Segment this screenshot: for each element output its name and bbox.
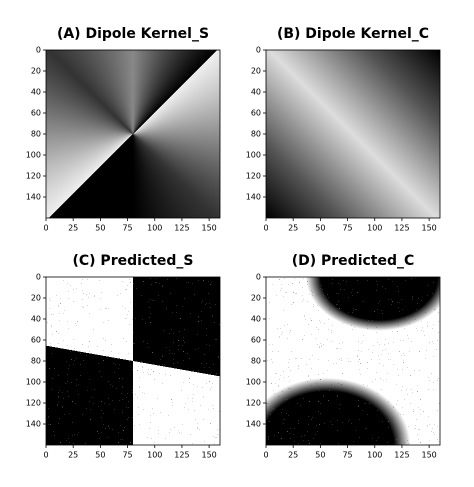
- frame: [45, 276, 221, 446]
- x-tick-label: 25: [288, 224, 298, 233]
- panel-title: (C) Predicted_S: [72, 253, 193, 269]
- y-tick-label: 60: [251, 336, 261, 345]
- y-tick-label: 140: [246, 420, 261, 429]
- x-tick-label: 75: [342, 451, 352, 460]
- x-tick-label: 125: [174, 224, 189, 233]
- panel-title: (A) Dipole Kernel_S: [57, 26, 209, 42]
- y-tick-label: 0: [36, 273, 41, 282]
- predicted-image: [266, 277, 440, 445]
- y-tick-label: 80: [31, 130, 41, 139]
- x-tick-label: 0: [263, 224, 268, 233]
- y-tick-label: 20: [251, 67, 261, 76]
- y-tick-label: 60: [251, 109, 261, 118]
- y-tick-label: 120: [26, 172, 41, 181]
- y-tick-label: 140: [26, 193, 41, 202]
- x-tick-label: 50: [315, 451, 325, 460]
- y-tick-label: 40: [251, 88, 261, 97]
- y-tick-label: 40: [251, 315, 261, 324]
- y-tick-label: 100: [26, 151, 41, 160]
- kernel-image: [46, 50, 220, 218]
- y-tick-label: 80: [31, 357, 41, 366]
- frame: [265, 276, 441, 446]
- x-tick-label: 100: [367, 451, 382, 460]
- y-tick-label: 80: [251, 130, 261, 139]
- x-tick-label: 25: [288, 451, 298, 460]
- x-tick-label: 0: [263, 451, 268, 460]
- x-tick-label: 75: [122, 224, 132, 233]
- y-tick-label: 40: [31, 88, 41, 97]
- y-tick-label: 60: [31, 336, 41, 345]
- panel-title: (D) Predicted_C: [292, 253, 415, 269]
- speckle: [266, 277, 440, 445]
- x-tick-label: 0: [43, 224, 48, 233]
- x-tick-label: 150: [201, 224, 216, 233]
- panel-title: (B) Dipole Kernel_C: [277, 26, 429, 42]
- x-tick-label: 25: [68, 451, 78, 460]
- y-tick-label: 0: [36, 46, 41, 55]
- x-tick-label: 125: [174, 451, 189, 460]
- y-tick-label: 140: [246, 193, 261, 202]
- y-tick-label: 0: [256, 46, 261, 55]
- y-tick-label: 120: [246, 172, 261, 181]
- x-tick-label: 25: [68, 224, 78, 233]
- predicted-image: [46, 277, 220, 445]
- y-tick-label: 60: [31, 109, 41, 118]
- y-tick-label: 120: [26, 399, 41, 408]
- x-tick-label: 150: [201, 451, 216, 460]
- frame: [265, 49, 441, 219]
- x-tick-label: 125: [394, 224, 409, 233]
- y-tick-label: 100: [26, 378, 41, 387]
- y-tick-label: 100: [246, 151, 261, 160]
- x-tick-label: 50: [95, 451, 105, 460]
- kernel-image: [266, 50, 440, 218]
- y-tick-label: 100: [246, 378, 261, 387]
- y-tick-label: 20: [251, 294, 261, 303]
- x-tick-label: 50: [315, 224, 325, 233]
- y-tick-label: 80: [251, 357, 261, 366]
- x-tick-label: 150: [421, 224, 436, 233]
- x-tick-label: 75: [122, 451, 132, 460]
- x-tick-label: 125: [394, 451, 409, 460]
- speckle: [46, 277, 220, 445]
- y-tick-label: 20: [31, 67, 41, 76]
- x-tick-label: 100: [367, 224, 382, 233]
- y-tick-label: 40: [31, 315, 41, 324]
- x-tick-label: 75: [342, 224, 352, 233]
- x-tick-label: 150: [421, 451, 436, 460]
- x-tick-label: 0: [43, 451, 48, 460]
- x-tick-label: 50: [95, 224, 105, 233]
- frame: [45, 49, 221, 219]
- y-tick-label: 0: [256, 273, 261, 282]
- y-tick-label: 140: [26, 420, 41, 429]
- x-tick-label: 100: [147, 224, 162, 233]
- y-tick-label: 120: [246, 399, 261, 408]
- y-tick-label: 20: [31, 294, 41, 303]
- x-tick-label: 100: [147, 451, 162, 460]
